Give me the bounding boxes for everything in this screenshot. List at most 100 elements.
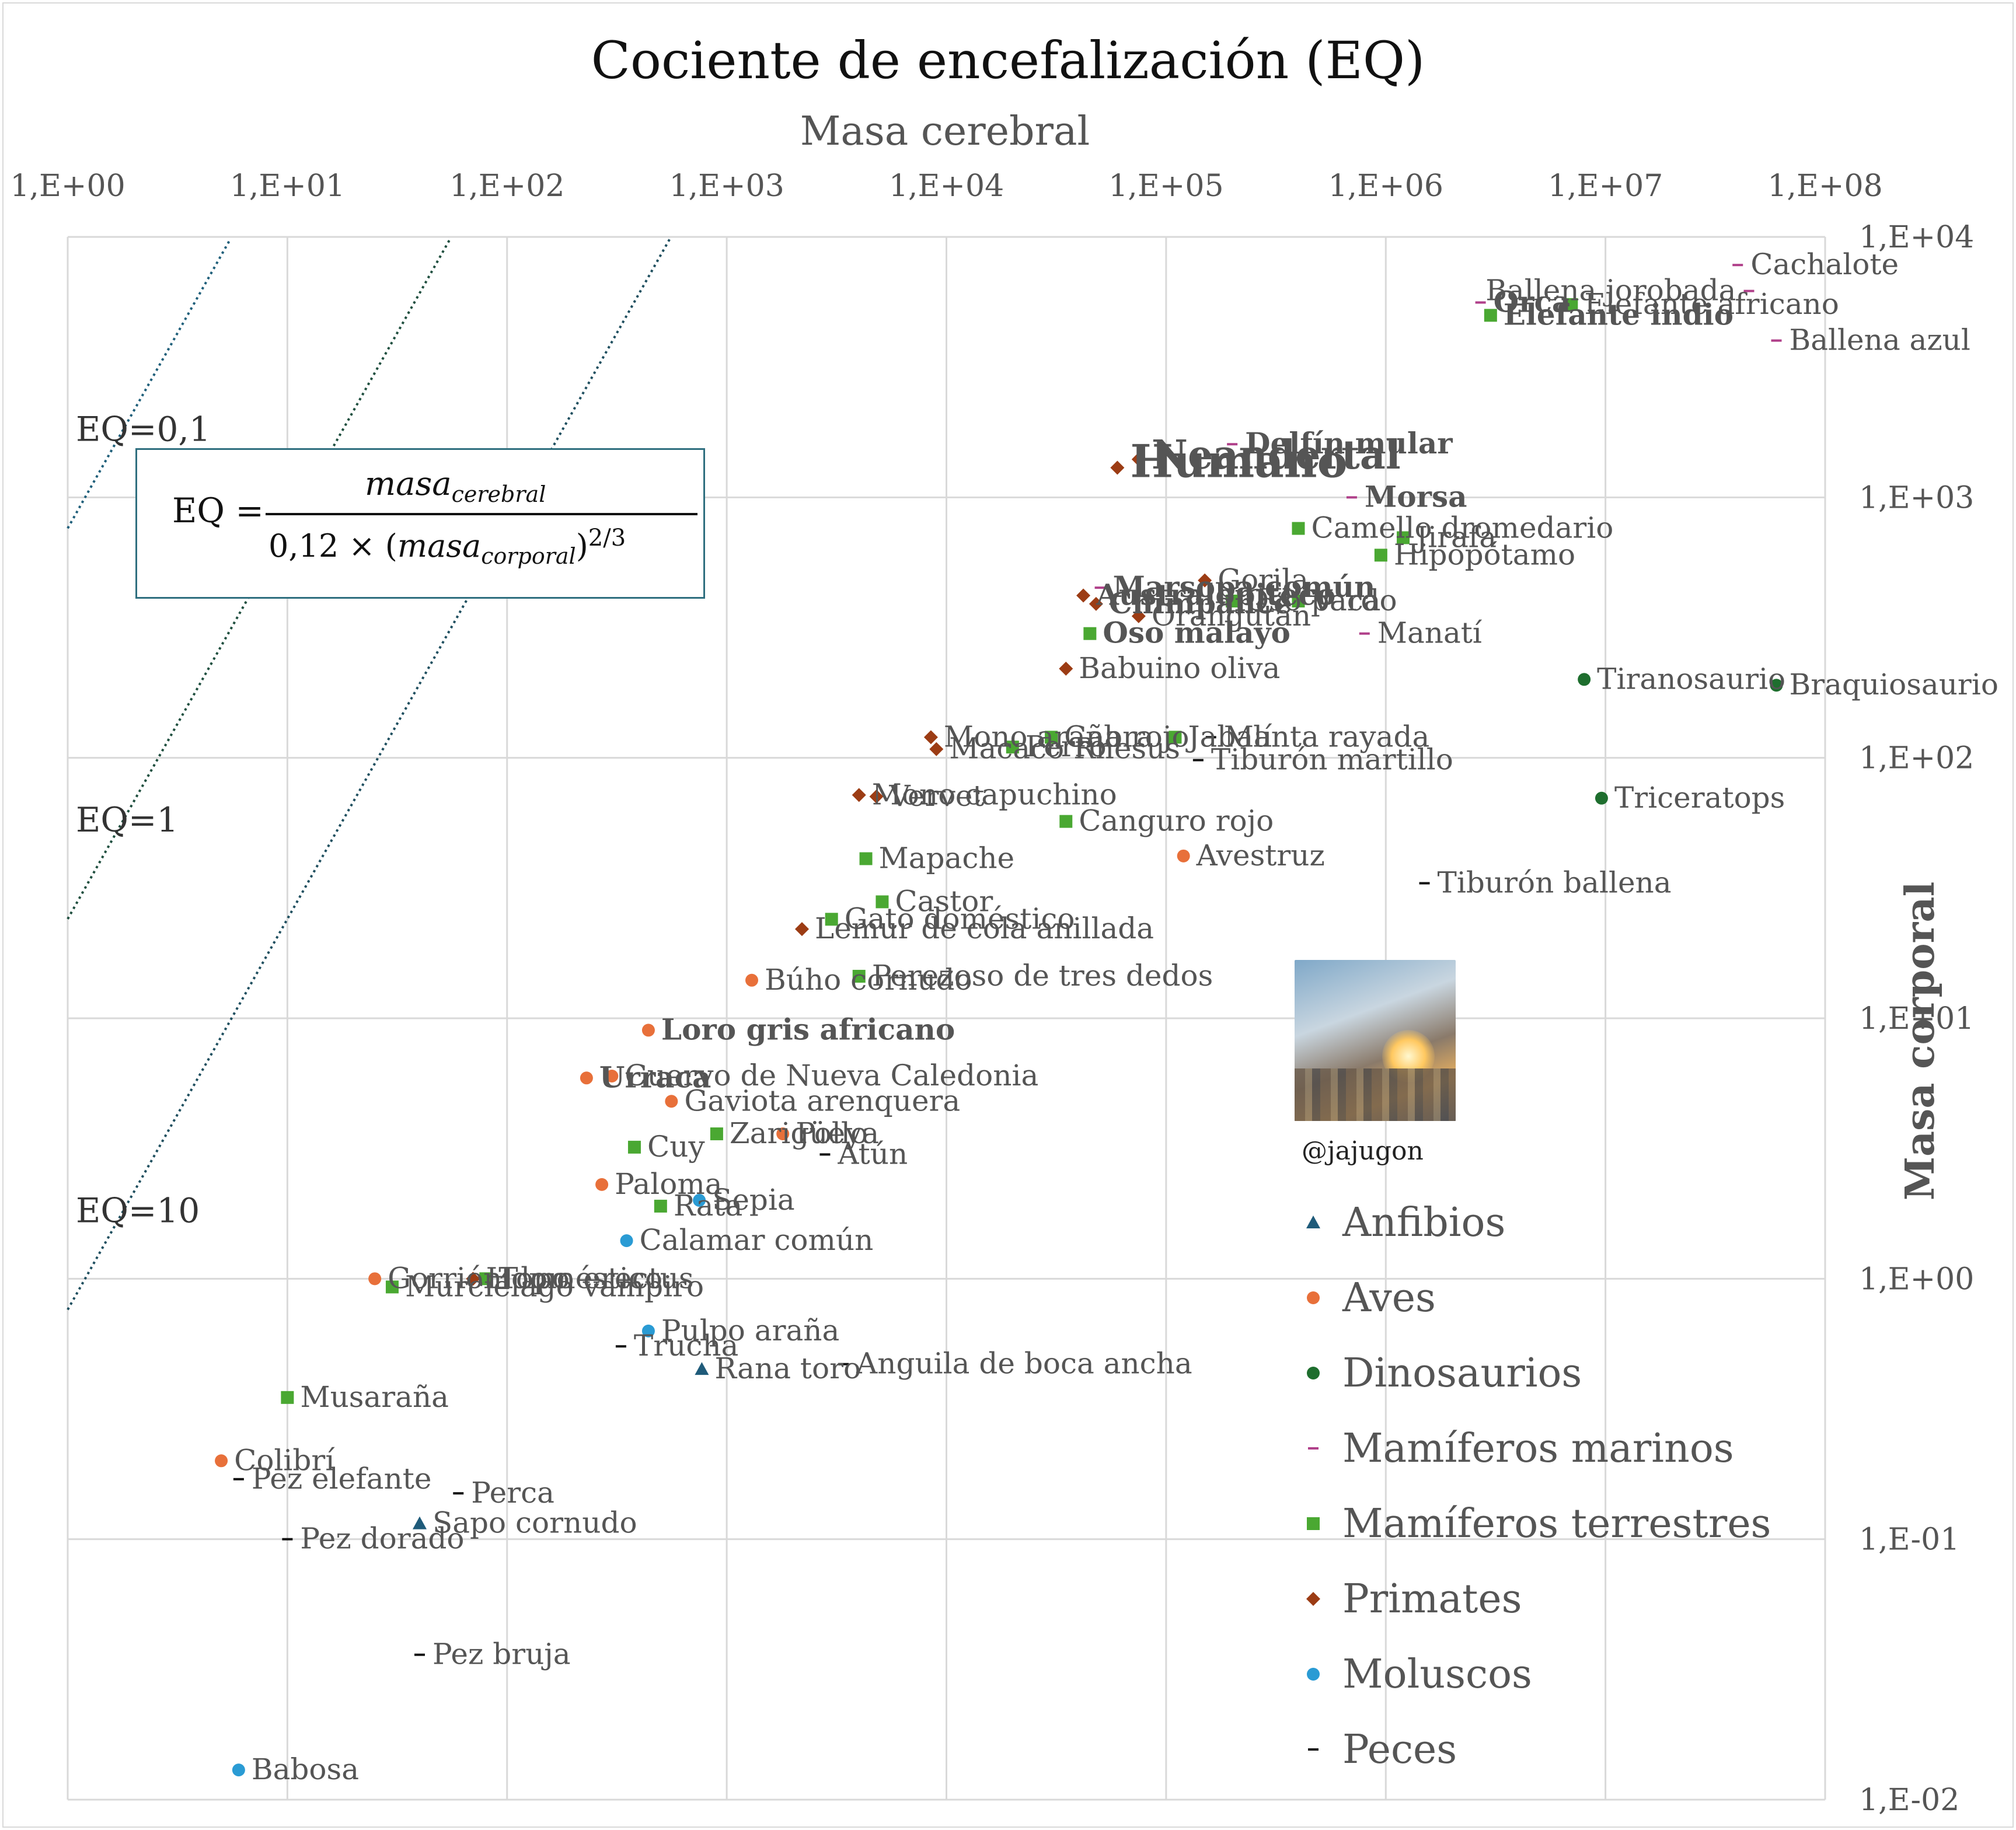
legend-label: Aves bbox=[1342, 1274, 1436, 1321]
x-tick-label: 1,E+02 bbox=[449, 169, 564, 204]
marker-pulpo-arana bbox=[641, 1324, 655, 1337]
marker-jirafa bbox=[1397, 531, 1410, 544]
marker-pez-bruja bbox=[414, 1653, 425, 1656]
marker-castor bbox=[876, 895, 889, 909]
formula-numerator: masacerebral bbox=[365, 465, 546, 508]
marker-tiburon-ballena bbox=[1419, 882, 1430, 885]
data-label-pez-elefante: Pez elefante bbox=[252, 1462, 432, 1496]
legend-item-peces: Peces bbox=[1296, 1723, 1457, 1776]
data-labels: Rana toro Sapo cornudo Loro gris africano B… bbox=[234, 247, 1998, 1786]
legend-symbol bbox=[1307, 1668, 1320, 1681]
tick-labels: 1,E+00 1,E+01 1,E+02 1,E+03 1,E+04 1,E+05 1,E+… bbox=[10, 169, 1974, 1818]
marker-vaca bbox=[1292, 594, 1305, 607]
marker-pollo bbox=[776, 1127, 790, 1141]
thumbnail-city bbox=[1295, 1068, 1456, 1121]
marker-anguila-de-boca-ancha bbox=[838, 1363, 849, 1365]
data-label-murcielago-vampiro: Murciélago vampiro bbox=[405, 1269, 704, 1303]
x-tick-label: 1,E+05 bbox=[1108, 169, 1223, 204]
data-points bbox=[215, 264, 1783, 1777]
marker-cuervo-de-nueva-caledonia bbox=[605, 1070, 619, 1083]
data-label-pez-dorado: Pez dorado bbox=[300, 1522, 464, 1556]
marker-colibri bbox=[215, 1454, 228, 1468]
legend-item-aves: Aves bbox=[1296, 1272, 1436, 1324]
data-label-mapache: Mapache bbox=[879, 841, 1015, 875]
data-label-musarana: Musaraña bbox=[300, 1380, 449, 1414]
data-label-canguro-rojo: Canguro rojo bbox=[1079, 804, 1274, 838]
data-label-camello-dromedario: Camello dromedario bbox=[1311, 511, 1613, 545]
eq-reference-lines: EQ=10 EQ=1 EQ=0,1 bbox=[67, 238, 671, 1311]
marker-urraca bbox=[580, 1071, 593, 1085]
legend-label: Mamíferos terrestres bbox=[1342, 1500, 1771, 1547]
data-label-jirafa: Jirafa bbox=[1413, 520, 1497, 554]
data-label-humano: Humano bbox=[1130, 435, 1347, 488]
data-label-cuervo-de-nueva-caledonia: Cuervo de Nueva Caledonia bbox=[625, 1059, 1038, 1092]
marker-loro-gris-africano bbox=[641, 1024, 655, 1037]
marker-cachalote bbox=[1732, 264, 1743, 267]
chart-title: Cociente de encefalización (EQ) bbox=[591, 30, 1425, 90]
marker-triceratops bbox=[1595, 791, 1608, 805]
eq-formula-box: EQ = masacerebral 0,12 × (masacorporal)2… bbox=[135, 448, 705, 599]
data-label-gorrion-domestico: Gorrión doméstico bbox=[388, 1261, 662, 1295]
marker-mapache bbox=[859, 852, 873, 865]
data-label-gorila: Gorila bbox=[1218, 563, 1309, 597]
marker-lemur-de-cola-anillada bbox=[795, 922, 810, 937]
data-label-lemur-de-cola-anillada: Lemur de cola anillada bbox=[815, 911, 1154, 945]
legend-symbol bbox=[1306, 1592, 1320, 1606]
marker-elefante-indio bbox=[1484, 309, 1497, 322]
data-label-ballena-jorobada: Ballena jorobada bbox=[1485, 274, 1736, 308]
data-label-topo: Topo bbox=[498, 1261, 570, 1295]
marker-tiburon-martillo bbox=[1192, 759, 1204, 762]
legend-symbol bbox=[1307, 1517, 1320, 1530]
data-label-sapo-cornudo: Sapo cornudo bbox=[433, 1506, 637, 1540]
data-label-pulpo-arana: Pulpo araña bbox=[661, 1314, 839, 1347]
legend-symbol bbox=[1307, 1367, 1320, 1380]
x-tick-label: 1,E+03 bbox=[669, 169, 784, 204]
marker-orangutan bbox=[1131, 609, 1146, 623]
data-label-rata: Rata bbox=[674, 1189, 743, 1223]
marker-gorrion-domestico bbox=[368, 1272, 382, 1286]
author-thumbnail-image bbox=[1295, 960, 1456, 1121]
marker-pez-dorado bbox=[282, 1538, 293, 1541]
legend-symbol bbox=[1306, 1216, 1320, 1228]
marker-zarigueya bbox=[710, 1127, 723, 1141]
data-label-trucha: Trucha bbox=[634, 1329, 738, 1363]
legend-label: Anfibios bbox=[1342, 1199, 1506, 1246]
legend-label: Dinosaurios bbox=[1342, 1350, 1582, 1396]
data-label-babuino-oliva: Babuino oliva bbox=[1079, 651, 1280, 685]
data-label-avestruz: Avestruz bbox=[1196, 839, 1325, 872]
data-label-cabra: Cabra bbox=[1064, 720, 1154, 753]
data-label-anguila-de-boca-ancha: Anguila de boca ancha bbox=[856, 1347, 1192, 1381]
marker-vervet bbox=[869, 790, 884, 804]
author-handle: @jajugon bbox=[1302, 1136, 1424, 1166]
legend-item-anfibios: Anfibios bbox=[1296, 1196, 1505, 1249]
data-label-jabali: Jabalí bbox=[1185, 720, 1272, 753]
data-label-cachalote: Cachalote bbox=[1750, 247, 1899, 281]
legend-symbol bbox=[1307, 1291, 1320, 1304]
marker-hipopotamo bbox=[1374, 549, 1387, 562]
data-label-calamar-comun: Calamar común bbox=[640, 1223, 874, 1257]
legend-label: Moluscos bbox=[1342, 1651, 1532, 1698]
marker-camello-dromedario bbox=[1292, 522, 1305, 535]
marker-atun bbox=[819, 1153, 831, 1156]
legend-marker-primates bbox=[1306, 1592, 1320, 1606]
data-label-chimpance: Chimpancé bbox=[1109, 586, 1292, 620]
data-label-perca: Perca bbox=[471, 1476, 554, 1510]
data-label-oso-malayo: Oso malayo bbox=[1103, 616, 1290, 650]
data-label-perro: Perro bbox=[1026, 729, 1107, 763]
data-label-sepia: Sepia bbox=[712, 1183, 795, 1217]
x-tick-label: 1,E+01 bbox=[230, 169, 345, 204]
marker-humano bbox=[1110, 460, 1125, 475]
data-label-orangutan: Orangután bbox=[1152, 599, 1311, 633]
marker-homo-erectus bbox=[466, 1272, 480, 1286]
y-tick-label: 1,E+00 bbox=[1859, 1262, 1974, 1297]
data-label-buho-cornudo: Búho cornudo bbox=[765, 963, 972, 997]
data-label-vervet: Vervet bbox=[889, 779, 985, 813]
y-tick-label: 1,E+02 bbox=[1859, 741, 1974, 776]
marker-manta-rayada bbox=[1205, 736, 1216, 739]
marker-braquiosaurio bbox=[1770, 679, 1783, 692]
data-label-rana-toro: Rana toro bbox=[714, 1351, 861, 1385]
eq-line-eq-0-1 bbox=[67, 238, 232, 529]
data-label-manta-rayada: Manta rayada bbox=[1224, 720, 1430, 753]
data-label-mono-capuchino: Mono capuchino bbox=[872, 777, 1117, 811]
marker-ballena-jorobada bbox=[1743, 289, 1755, 292]
